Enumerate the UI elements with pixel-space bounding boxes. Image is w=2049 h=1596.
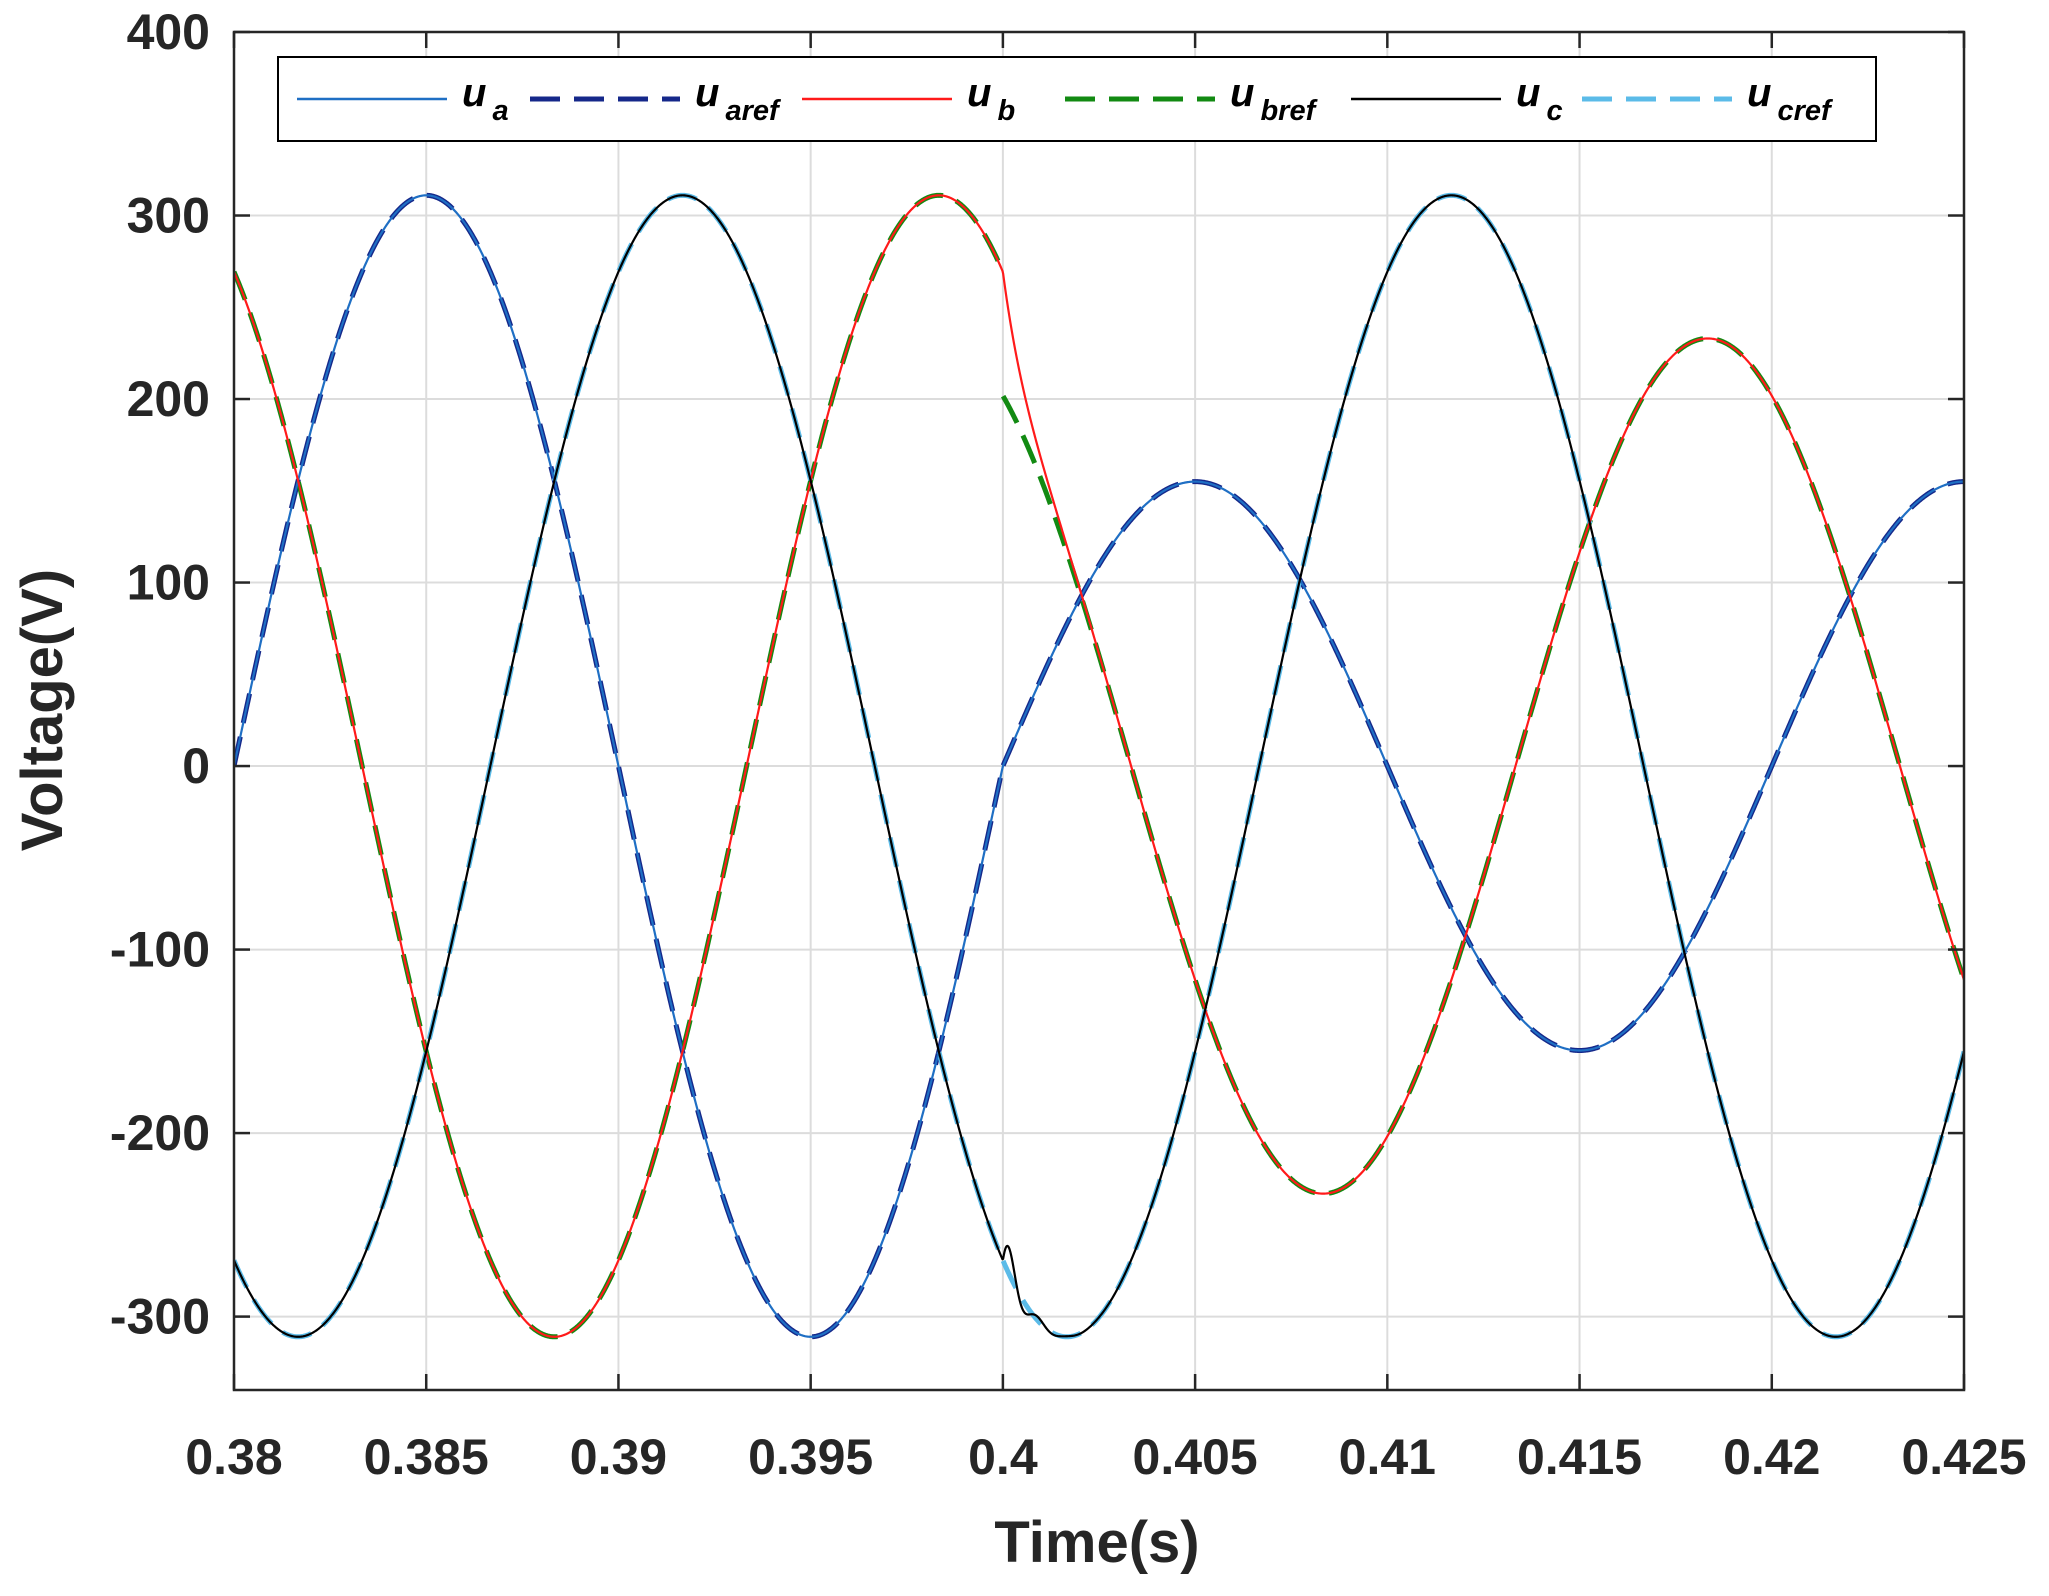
y-tick-label: 300 xyxy=(127,188,210,244)
x-tick-label: 0.385 xyxy=(364,1429,489,1485)
x-axis-title: Time(s) xyxy=(994,1510,1199,1575)
series-group xyxy=(234,192,1964,1340)
series-line-uc xyxy=(234,194,1964,1338)
plot-frame xyxy=(232,30,1966,1392)
x-tick-label: 0.395 xyxy=(748,1429,873,1485)
series-line-ua xyxy=(234,194,1964,1338)
y-axis-title: Voltage(V) xyxy=(10,569,75,852)
tick-group: 0.38 0.385 0.39 0.395 0.4 0.405 0.41 0.415 0.42 0… xyxy=(110,4,2027,1485)
x-tick-label: 0.4 xyxy=(968,1429,1038,1485)
x-tick-label: 0.38 xyxy=(185,1429,282,1485)
x-tick-label: 0.425 xyxy=(1901,1429,2026,1485)
x-tick-label: 0.42 xyxy=(1723,1429,1820,1485)
series-line-ub xyxy=(234,194,1964,1338)
y-tick-label: 200 xyxy=(127,371,210,427)
x-tick-label: 0.415 xyxy=(1517,1429,1642,1485)
y-tick-label: 0 xyxy=(182,738,210,794)
legend-label-uaref: u aref xyxy=(695,71,782,127)
legend-label-ucref: u cref xyxy=(1747,71,1834,127)
x-tick-label: 0.41 xyxy=(1339,1429,1436,1485)
legend-label-ubref: u bref xyxy=(1230,71,1319,127)
y-tick-label: -100 xyxy=(110,922,210,978)
y-tick-label: -300 xyxy=(110,1289,210,1345)
x-tick-label: 0.39 xyxy=(570,1429,667,1485)
y-tick-label: 400 xyxy=(127,4,210,60)
y-tick-label: -200 xyxy=(110,1105,210,1161)
legend: u a u aref u b u bref u c u cref xyxy=(277,56,1877,142)
x-tick-label: 0.405 xyxy=(1133,1429,1258,1485)
y-tick-label: 100 xyxy=(127,555,210,611)
